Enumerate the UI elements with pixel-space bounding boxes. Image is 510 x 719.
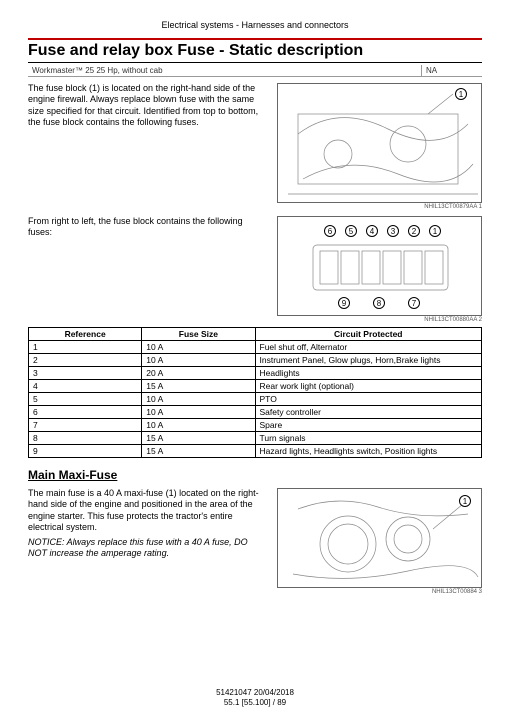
footer: 51421047 20/04/2018 55.1 [55.100] / 89 [0,688,510,707]
figure-3: 1 [277,488,482,588]
figure-2-caption: NHIL13CT00880AA 2 [277,317,482,323]
callout-9: 9 [338,297,350,309]
model-region: NA [422,65,482,76]
fuse-table: ReferenceFuse SizeCircuit Protected 110 … [28,327,482,458]
callout-1: 1 [455,88,467,100]
table-row: 110 AFuel shut off, Alternator [29,341,482,354]
para2: From right to left, the fuse block conta… [28,216,269,239]
figure-2-col: 654321 9 8 7 NHIL13CT00880AA 2 [277,216,482,323]
maxi-heading: Main Maxi-Fuse [28,468,482,482]
table-row: 710 ASpare [29,419,482,432]
col-0: Reference [29,328,142,341]
callout-6: 6 [324,225,336,237]
figure-1: 1 [277,83,482,203]
rule [28,38,482,40]
table-row: 510 APTO [29,393,482,406]
maxi-para: The main fuse is a 40 A maxi-fuse (1) lo… [28,488,269,533]
callout-4: 4 [366,225,378,237]
model-name: Workmaster™ 25 25 Hp, without cab [28,65,422,76]
callout-8: 8 [373,297,385,309]
figure-1-col: 1 NHIL13CT00879AA 1 [277,83,482,210]
figure-2: 654321 9 8 7 [277,216,482,316]
col-2: Circuit Protected [255,328,482,341]
maxi-notice: NOTICE: Always replace this fuse with a … [28,537,269,560]
section-2: From right to left, the fuse block conta… [28,216,482,323]
footer-id: 51421047 20/04/2018 [0,688,510,697]
section-3: The main fuse is a 40 A maxi-fuse (1) lo… [28,488,482,595]
footer-page: 55.1 [55.100] / 89 [0,698,510,707]
model-row: Workmaster™ 25 25 Hp, without cab NA [28,65,482,77]
table-row: 915 AHazard lights, Headlights switch, P… [29,445,482,458]
page-title: Fuse and relay box Fuse - Static descrip… [28,42,482,63]
figure-3-caption: NHIL13CT00884 3 [277,589,482,595]
maxi-text: The main fuse is a 40 A maxi-fuse (1) lo… [28,488,269,560]
callout-7: 7 [408,297,420,309]
table-row: 320 AHeadlights [29,367,482,380]
col-1: Fuse Size [142,328,255,341]
table-row: 815 ATurn signals [29,432,482,445]
callout-3: 3 [387,225,399,237]
figure-3-col: 1 NHIL13CT00884 3 [277,488,482,595]
callout-1b: 1 [459,495,471,507]
para1: The fuse block (1) is located on the rig… [28,83,269,128]
section-1: The fuse block (1) is located on the rig… [28,83,482,210]
callout-2: 2 [408,225,420,237]
breadcrumb: Electrical systems - Harnesses and conne… [28,20,482,30]
callout-5: 5 [345,225,357,237]
table-row: 210 AInstrument Panel, Glow plugs, Horn,… [29,354,482,367]
table-row: 610 ASafety controller [29,406,482,419]
table-row: 415 ARear work light (optional) [29,380,482,393]
callout-1: 1 [429,225,441,237]
figure-1-caption: NHIL13CT00879AA 1 [277,204,482,210]
